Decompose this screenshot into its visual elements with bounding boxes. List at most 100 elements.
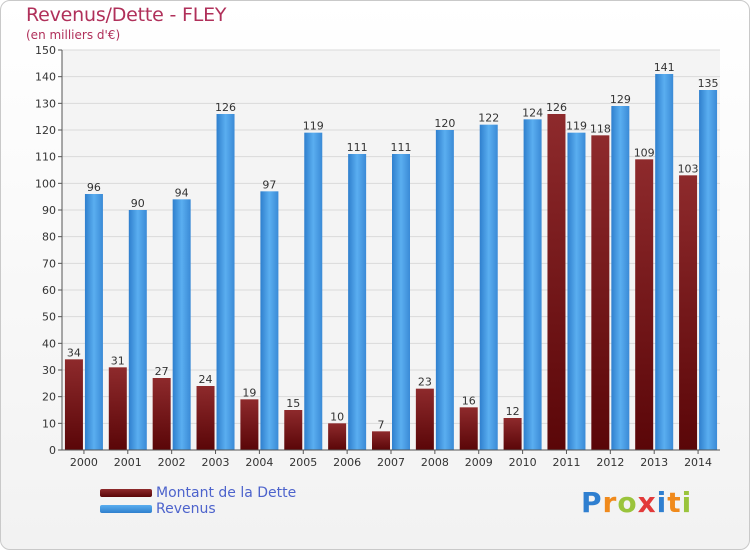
y-tick-label: 70	[42, 257, 56, 270]
logo-letter: o	[617, 486, 638, 519]
data-label-debt: 34	[67, 346, 81, 359]
bar-revenus	[479, 124, 498, 451]
y-tick-label: 130	[35, 97, 56, 110]
data-label-revenus: 90	[131, 197, 145, 210]
data-label-debt: 16	[462, 394, 476, 407]
bar-revenus	[611, 106, 630, 450]
y-tick-label: 50	[42, 311, 56, 324]
data-label-revenus: 111	[347, 141, 368, 154]
bar-debt	[108, 367, 127, 450]
data-label-debt: 27	[155, 365, 169, 378]
logo-letter: t	[667, 486, 682, 519]
bar-revenus	[260, 191, 279, 451]
data-label-revenus: 96	[87, 181, 101, 194]
bar-debt	[591, 135, 610, 451]
x-tick-label: 2004	[245, 456, 273, 469]
proxiti-logo: Proxiti	[581, 486, 692, 519]
y-tick-label: 30	[42, 364, 56, 377]
x-tick-label: 2003	[202, 456, 230, 469]
data-label-revenus: 119	[566, 120, 587, 133]
legend-label-revenus: Revenus	[156, 501, 216, 517]
data-label-debt: 24	[199, 373, 213, 386]
data-label-debt: 103	[678, 162, 699, 175]
logo-letter: r	[602, 486, 618, 519]
bar-debt	[328, 423, 347, 450]
y-tick-label: 80	[42, 231, 56, 244]
x-tick-label: 2005	[289, 456, 317, 469]
data-label-revenus: 111	[391, 141, 412, 154]
data-label-debt: 23	[418, 376, 432, 389]
logo-letter: i	[656, 486, 668, 519]
x-tick-label: 2010	[509, 456, 537, 469]
data-label-debt: 109	[634, 146, 655, 159]
bar-debt	[503, 418, 522, 450]
bar-debt	[459, 407, 478, 450]
data-label-debt: 12	[506, 405, 520, 418]
logo-letter: x	[637, 486, 657, 519]
x-tick-label: 2007	[377, 456, 405, 469]
data-label-revenus: 135	[698, 77, 719, 90]
logo-letter: P	[581, 486, 603, 519]
bar-revenus	[435, 130, 454, 450]
data-label-debt: 7	[378, 418, 385, 431]
bar-revenus	[348, 154, 367, 450]
bar-debt	[635, 159, 654, 451]
plot-background	[62, 50, 720, 450]
x-tick-label: 2001	[114, 456, 142, 469]
y-tick-label: 100	[35, 177, 56, 190]
data-label-revenus: 129	[610, 93, 631, 106]
x-tick-label: 2000	[70, 456, 98, 469]
bar-debt	[372, 431, 390, 450]
x-tick-label: 2006	[333, 456, 361, 469]
bar-revenus	[523, 119, 542, 450]
bar-debt	[152, 378, 171, 450]
bar-revenus	[392, 154, 410, 450]
x-tick-label: 2012	[596, 456, 624, 469]
x-tick-label: 2011	[552, 456, 580, 469]
legend-swatch-revenus	[100, 505, 152, 513]
legend-label-debt: Montant de la Dette	[156, 485, 297, 501]
bar-debt	[415, 388, 434, 450]
data-label-revenus: 94	[175, 186, 189, 199]
chart-subtitle: (en milliers d'€)	[26, 28, 121, 42]
legend-swatch-debt	[100, 489, 152, 497]
x-tick-label: 2008	[421, 456, 449, 469]
bar-debt	[679, 175, 698, 451]
bar-debt	[64, 359, 83, 450]
data-label-revenus: 120	[434, 117, 455, 130]
y-tick-label: 90	[42, 204, 56, 217]
data-label-debt: 15	[286, 397, 300, 410]
data-label-debt: 31	[111, 354, 125, 367]
y-tick-label: 60	[42, 284, 56, 297]
chart-title: Revenus/Dette - FLEY	[26, 4, 227, 26]
data-label-revenus: 141	[654, 61, 675, 74]
y-tick-label: 0	[49, 444, 56, 457]
bar-revenus	[304, 132, 323, 450]
data-label-revenus: 126	[215, 101, 236, 114]
data-label-revenus: 97	[262, 178, 276, 191]
bar-revenus	[128, 210, 147, 450]
y-tick-label: 110	[35, 151, 56, 164]
data-label-revenus: 119	[303, 120, 324, 133]
y-tick-label: 10	[42, 417, 56, 430]
bar-revenus	[655, 74, 674, 450]
data-label-debt: 126	[546, 101, 567, 114]
bar-debt	[547, 114, 566, 450]
data-label-revenus: 124	[522, 106, 543, 119]
y-tick-label: 20	[42, 391, 56, 404]
y-tick-label: 120	[35, 124, 56, 137]
x-tick-label: 2013	[640, 456, 668, 469]
bar-revenus	[84, 194, 103, 450]
bar-revenus	[699, 90, 718, 450]
bar-debt	[196, 386, 215, 450]
bar-debt	[284, 410, 303, 450]
data-label-revenus: 122	[478, 112, 499, 125]
bar-revenus	[567, 132, 586, 450]
bar-debt	[240, 399, 259, 450]
x-tick-label: 2002	[158, 456, 186, 469]
x-tick-label: 2009	[465, 456, 493, 469]
x-tick-label: 2014	[684, 456, 712, 469]
data-label-debt: 118	[590, 122, 611, 135]
y-tick-label: 150	[35, 44, 56, 57]
